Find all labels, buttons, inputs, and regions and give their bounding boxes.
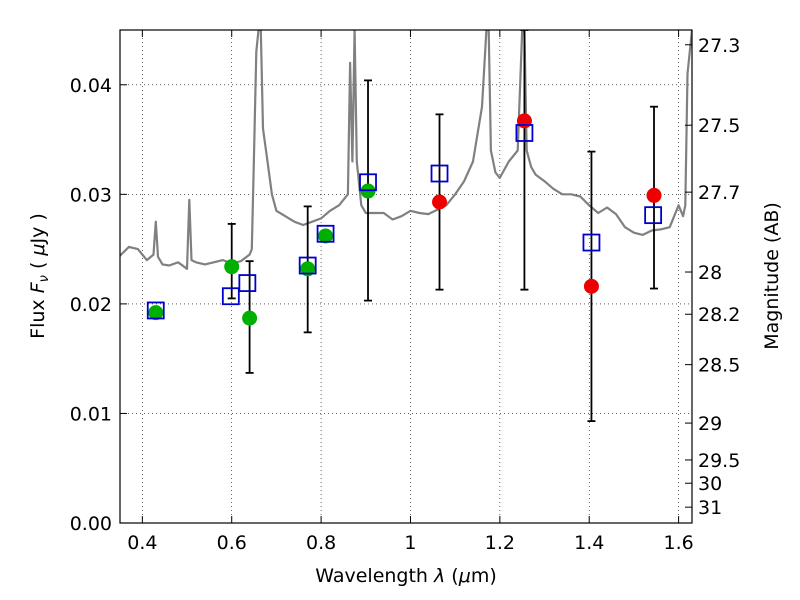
x-axis-title: Wavelength λ (μm) [315, 565, 496, 587]
model-square-marker [298, 256, 317, 275]
x-tick-label: 0.4 [127, 532, 157, 554]
x-tick-label: 1.4 [574, 532, 604, 554]
y-tick-label: 0.01 [70, 403, 112, 425]
model-square-marker [515, 124, 534, 142]
mag-tick-label: 29.5 [698, 450, 740, 472]
y-tick-label: 0.03 [70, 184, 112, 206]
y-tick-label: 0.00 [70, 513, 112, 535]
mag-tick-label: 27.7 [698, 182, 740, 204]
red-data-point [583, 278, 599, 294]
mag-tick-label: 28.5 [698, 355, 740, 377]
green-data-point [224, 259, 240, 275]
mag-tick-label: 27.3 [698, 35, 740, 57]
y-tick-label: 0.02 [70, 294, 112, 316]
mag-tick-label: 29 [698, 413, 722, 435]
model-square-marker [430, 164, 449, 183]
green-data-point [242, 310, 258, 326]
axis-ticks: 0.4 0.6 0.8 1 1.2 1.4 1.6 0.00 0.01 0.02 0.03 0.04 2… [70, 30, 740, 554]
red-data-point [516, 113, 532, 129]
plot-frame [119, 29, 693, 524]
y2-axis-title: Magnitude (AB) [761, 202, 783, 350]
green-data-point [300, 261, 316, 277]
mag-tick-label: 31 [698, 497, 722, 519]
x-tick-label: 1.6 [663, 532, 693, 554]
mag-tick-label: 30 [698, 473, 722, 495]
mag-tick-label: 28.2 [698, 304, 740, 326]
x-tick-label: 0.6 [217, 532, 247, 554]
model-square-marker [359, 173, 377, 192]
x-tick-label: 1.2 [485, 532, 515, 554]
mag-tick-label: 27.5 [698, 115, 740, 137]
y-axis-title: Flux Fν ( μJy ) [27, 213, 52, 339]
y-tick-label: 0.04 [70, 75, 112, 97]
green-data-point [318, 228, 334, 244]
green-data-point [148, 305, 164, 321]
plot-area-background [120, 30, 692, 523]
model-square-marker [644, 206, 663, 225]
red-data-point [646, 187, 662, 203]
model-square-marker [582, 233, 601, 252]
red-data-point [432, 194, 448, 210]
mag-tick-label: 28 [698, 262, 722, 284]
data-layer [120, 30, 692, 423]
x-tick-label: 0.8 [306, 532, 336, 554]
model-square-marker [316, 224, 335, 243]
model-square-marker [221, 287, 240, 306]
model-square-marker [146, 301, 165, 320]
model-spectrum-line [120, 30, 692, 270]
model-square-marker [238, 274, 257, 292]
x-tick-label: 1 [404, 532, 416, 554]
